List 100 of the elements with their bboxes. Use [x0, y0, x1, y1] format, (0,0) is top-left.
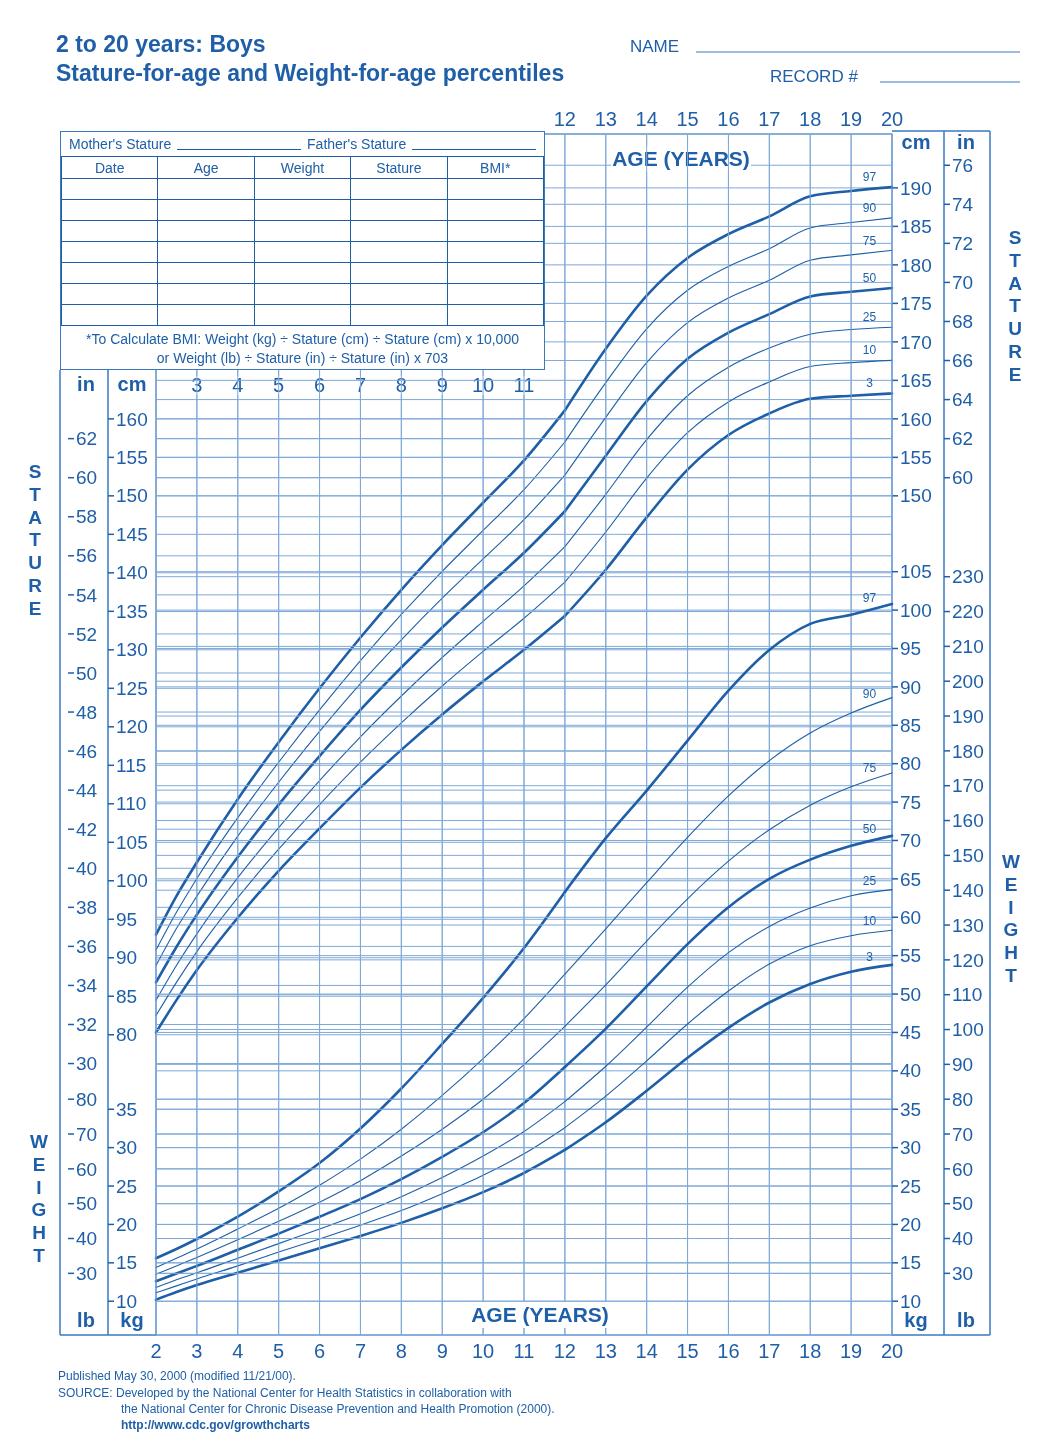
y-tick-label: 160 — [900, 408, 932, 430]
y2-tick-label: 30 — [952, 1263, 974, 1284]
y2-tick-label: 170 — [952, 775, 984, 797]
y-tick-label: 10 — [116, 1290, 138, 1312]
y-tick-label: 35 — [900, 1098, 922, 1120]
y2-tick-label: 46 — [76, 740, 98, 762]
y2-tick-label: 50 — [76, 1193, 98, 1215]
y2-tick-label: 210 — [952, 636, 984, 658]
y2-tick-label: 110 — [952, 984, 983, 1006]
text: WEIGHT — [1002, 851, 1021, 986]
y2-tick-label: 80 — [76, 1088, 98, 1110]
y-axis-title: kg — [120, 1309, 144, 1331]
y2-tick-label: 42 — [76, 818, 98, 840]
y-tick-label: 25 — [116, 1175, 138, 1197]
y-tick-label: 145 — [116, 523, 148, 545]
y2-tick-label: 180 — [952, 740, 984, 762]
y2-tick-label: 72 — [952, 233, 974, 255]
series-label: 25 — [862, 309, 877, 324]
y2-tick-label: 32 — [76, 1014, 98, 1036]
y2-tick-label: 70 — [76, 1123, 98, 1145]
y-tick-label: 155 — [900, 447, 932, 468]
y2-tick-label: 76 — [952, 154, 974, 176]
series-label: 97 — [862, 590, 877, 605]
x-tick-label: 15 — [676, 1340, 699, 1362]
y2-tick-label: 140 — [952, 879, 984, 901]
x-tick-label: 14 — [635, 1340, 658, 1362]
y2-tick-label: 58 — [76, 506, 98, 528]
x-tick-label: 9 — [436, 374, 448, 396]
y2-tick-label: 50 — [76, 662, 98, 684]
x-tick-label: 3 — [191, 374, 203, 396]
x-tick-label: 6 — [313, 374, 326, 396]
y-tick-label: 155 — [116, 447, 148, 468]
y-tick-label: 85 — [900, 714, 922, 736]
x-tick-label: 13 — [594, 1340, 617, 1362]
x-tick-label: 19 — [839, 1340, 863, 1362]
y-tick-label: 140 — [116, 562, 148, 584]
y2-tick-label: 230 — [952, 566, 984, 588]
y-tick-label: 80 — [116, 1024, 138, 1046]
y-tick-label: 130 — [116, 639, 148, 661]
y-tick-label: 80 — [900, 753, 922, 775]
x-axis-title: AGE (YEARS) — [612, 147, 750, 170]
series-label: 90 — [862, 687, 877, 702]
y-tick-label: 100 — [900, 599, 932, 621]
x-tick-label: 18 — [799, 1340, 822, 1362]
text: WEIGHT — [30, 1131, 49, 1266]
series-label: 3 — [866, 949, 874, 964]
y2-tick-label: 40 — [76, 857, 98, 879]
y2-tick-label: 200 — [952, 670, 984, 692]
y2-tick-label: 40 — [952, 1228, 974, 1250]
y2-tick-label: 64 — [952, 389, 974, 411]
y2-tick-label: 120 — [952, 949, 984, 971]
y2-tick-label: 74 — [952, 193, 974, 215]
annotation: Stature — [350, 156, 448, 179]
y2-tick-label: 80 — [952, 1088, 974, 1110]
y-tick-label: 150 — [900, 485, 932, 507]
x-tick-label: 3 — [191, 1340, 203, 1362]
y-tick-label: 150 — [116, 485, 148, 507]
text: Date — [94, 159, 125, 176]
annotation: or Weight (lb) ÷ Stature (in) ÷ Stature (in) x 703 — [155, 349, 450, 368]
y-tick-label: 120 — [116, 716, 148, 738]
x-tick-label: 11 — [513, 1340, 535, 1362]
y2-tick-label: 34 — [76, 975, 98, 997]
y2-tick-label: 52 — [76, 623, 98, 645]
text: RECORD # — [770, 67, 859, 86]
y-tick-label: 100 — [116, 870, 148, 892]
y2-axis-title: in — [77, 373, 95, 395]
x-tick-label: 19 — [839, 108, 863, 130]
y-tick-label: 10 — [900, 1290, 922, 1312]
x-tick-label: 20 — [880, 108, 904, 130]
y2-tick-label: 190 — [952, 705, 984, 727]
x-tick-label: 12 — [553, 1340, 577, 1362]
text: NAME — [630, 37, 680, 56]
y-axis-title: kg — [904, 1309, 928, 1331]
annotation: Weight — [254, 156, 351, 179]
x-tick-label: 10 — [471, 1340, 495, 1362]
y2-tick-label: 100 — [952, 1019, 984, 1041]
series-label: 90 — [862, 201, 877, 216]
x-tick-label: 7 — [354, 1340, 367, 1362]
x-tick-label: 20 — [880, 1340, 904, 1362]
y-tick-label: 105 — [900, 561, 932, 583]
y2-tick-label: 160 — [952, 810, 984, 832]
y2-tick-label: 30 — [76, 1053, 98, 1075]
series-label: 50 — [862, 271, 877, 286]
x-tick-label: 10 — [471, 374, 495, 396]
y-tick-label: 20 — [900, 1214, 922, 1236]
y-tick-label: 20 — [116, 1214, 138, 1236]
source-note: SOURCE: Developed by the National Center for Health Statistics in collaboration with — [58, 1386, 512, 1400]
y-tick-label: 25 — [900, 1175, 922, 1197]
y2-tick-label: 70 — [952, 272, 974, 294]
y2-tick-label: 54 — [76, 584, 98, 606]
y-tick-label: 125 — [116, 677, 148, 699]
y-tick-label: 135 — [116, 600, 148, 622]
y-tick-label: 85 — [116, 985, 138, 1007]
y-tick-label: 40 — [900, 1060, 922, 1082]
y-tick-label: 65 — [900, 868, 922, 890]
x-tick-label: 8 — [395, 374, 407, 396]
y-tick-label: 90 — [116, 947, 138, 969]
x-tick-label: 12 — [553, 108, 577, 130]
y2-tick-label: 62 — [952, 428, 974, 450]
x-tick-label: 14 — [635, 108, 658, 130]
